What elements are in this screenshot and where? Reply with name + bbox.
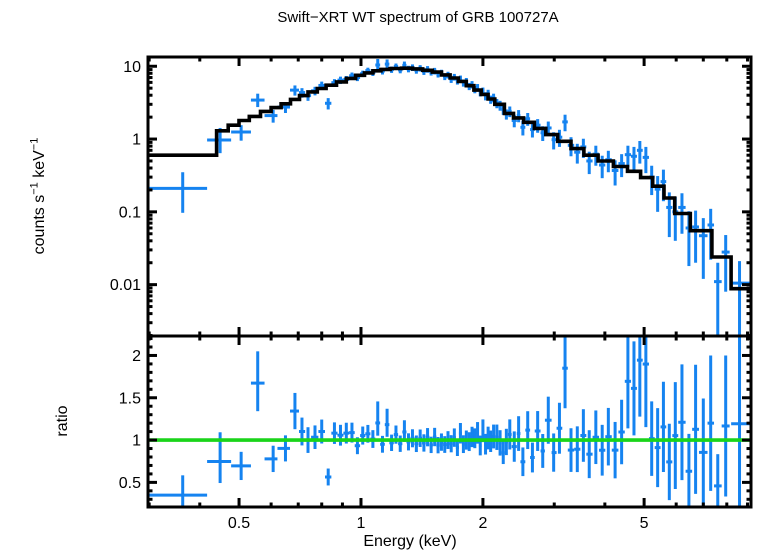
model-step-line (148, 66, 751, 291)
tick-label: 5 (640, 515, 649, 532)
tick-label: 0.5 (119, 475, 141, 492)
tick-label: 2 (132, 348, 141, 365)
x-axis-label-energy: Energy (keV) (363, 533, 457, 550)
ratio-data-points (148, 336, 751, 507)
tick-label: 2 (478, 515, 487, 532)
axes (146, 55, 753, 509)
chart-title: Swift−XRT WT spectrum of GRB 100727A (277, 9, 559, 26)
ratio-panel-border (146, 334, 753, 509)
ratio-y-axis-tick-labels: 0.5 1 1.5 2 (119, 348, 141, 492)
tick-label: 0.1 (119, 204, 141, 221)
tick-label: 0.01 (110, 277, 141, 294)
tick-label: 1.5 (119, 390, 141, 407)
tick-label: 10 (123, 59, 141, 76)
tick-label: 1 (132, 132, 141, 149)
tick-label: 1 (357, 515, 366, 532)
tick-label: 0.5 (228, 515, 250, 532)
spectrum-y-axis-tick-labels: 0.01 0.1 1 10 (110, 59, 141, 294)
x-axis-tick-labels: 0.5 1 2 5 (228, 515, 649, 532)
tick-label: 1 (132, 433, 141, 450)
spectrum-data-points (148, 58, 751, 336)
spectrum-panel-border (146, 55, 753, 338)
